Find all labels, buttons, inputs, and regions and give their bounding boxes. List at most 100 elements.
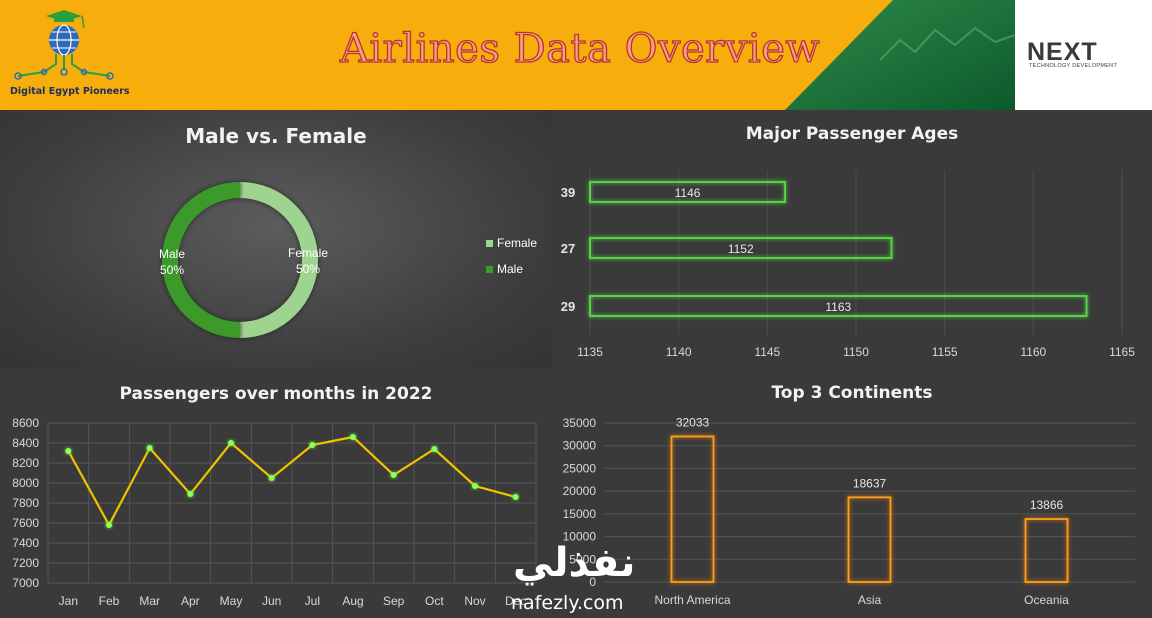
months-data-point: [431, 446, 438, 452]
months-data-point: [268, 475, 275, 481]
donut-label-male: Male: [159, 247, 185, 261]
continents-bar-value: 13866: [1030, 498, 1064, 512]
months-x-tick: Jan: [59, 594, 78, 608]
months-series-line: [67, 435, 516, 528]
gender-donut-chart: Female 50% Male 50% Female Male: [159, 182, 537, 338]
months-x-tick: Oct: [425, 594, 444, 608]
ages-x-tick: 1165: [1109, 345, 1135, 359]
donut-value-male: 50%: [160, 263, 184, 277]
continents-bar: [847, 496, 892, 583]
next-logo: NEXT TECHNOLOGY DEVELOPMENT: [1015, 0, 1152, 110]
watermark-latin: nafezly.com: [511, 592, 624, 614]
months-x-tick: Dec: [505, 594, 526, 608]
continents-chart-title: Top 3 Continents: [771, 383, 933, 403]
continents-y-tick: 0: [589, 575, 596, 589]
months-x-tick: Apr: [181, 594, 200, 608]
continents-bar: [1024, 518, 1069, 583]
next-logo-word: NEXT: [1027, 38, 1098, 66]
continents-y-tick: 5000: [569, 552, 596, 566]
legend-swatch-female: [486, 240, 493, 247]
continents-y-tick: 20000: [563, 484, 597, 498]
continents-y-tick: 10000: [563, 530, 597, 544]
months-data-point: [106, 522, 112, 528]
ages-x-tick: 1160: [1020, 345, 1046, 359]
months-x-tick: Jun: [262, 594, 281, 608]
months-data-point: [65, 448, 72, 454]
months-x-tick: Aug: [342, 594, 363, 608]
ages-category-label: 29: [561, 299, 575, 314]
months-data-point: [472, 483, 478, 489]
watermark: نفذلي nafezly.com: [503, 540, 653, 618]
continents-x-tick: Oceania: [1024, 593, 1069, 607]
next-logo-subtitle: TECHNOLOGY DEVELOPMENT: [1029, 63, 1118, 69]
gender-chart-title: Male vs. Female: [185, 124, 367, 148]
months-y-tick: 8000: [12, 476, 39, 490]
months-data-point: [350, 434, 356, 440]
continents-x-tick: North America: [654, 593, 730, 607]
continents-bar-value: 18637: [853, 476, 887, 490]
left-logo-text: Digital Egypt Pioneers: [10, 86, 130, 97]
months-x-tick: Mar: [139, 594, 160, 608]
ages-chart-panel: Major Passenger Ages 1135 1140 1145 1150 115…: [552, 110, 1152, 368]
legend-label-female: Female: [497, 236, 537, 250]
continents-bar: [670, 435, 715, 583]
continents-x-tick: Asia: [858, 593, 882, 607]
ages-category-label: 39: [561, 185, 575, 200]
continents-chart-panel: Top 3 Continents 0 5000 10000 15000 20000 250…: [552, 368, 1152, 618]
ages-x-tick: 1155: [932, 345, 958, 359]
months-y-tick: 8400: [12, 436, 39, 450]
legend-label-male: Male: [497, 262, 523, 276]
continents-y-tick: 15000: [563, 507, 597, 521]
ages-bar-value: 1146: [675, 186, 701, 200]
months-y-tick: 8200: [12, 456, 39, 470]
months-y-tick: 8600: [12, 416, 39, 430]
months-x-tick: Nov: [464, 594, 485, 608]
header-green-decoration: [785, 0, 1016, 110]
months-chart-panel: Passengers over months in 2022 7000 7200 7…: [0, 368, 552, 618]
months-x-tick: Feb: [99, 594, 120, 608]
months-data-point: [146, 445, 153, 451]
donut-label-female: Female: [288, 246, 328, 260]
months-y-tick: 7000: [12, 576, 39, 590]
gender-chart-panel: Male vs. Female Female 50% Male 50% Female Ma…: [0, 110, 552, 368]
months-x-tick: Jul: [305, 594, 320, 608]
months-y-tick: 7600: [12, 516, 39, 530]
months-data-point: [512, 494, 519, 500]
digital-egypt-pioneers-logo: [14, 10, 114, 80]
ages-x-tick: 1140: [666, 345, 692, 359]
months-y-tick: 7200: [12, 556, 39, 570]
ages-bar: [589, 295, 1088, 317]
ages-bar-chart: 1135 1140 1145 1150 1155 1160 1165 39 1146 27 1152…: [561, 170, 1135, 359]
watermark-arabic: نفذلي: [513, 540, 636, 586]
months-data-point: [228, 440, 234, 446]
header-banner: Digital Egypt Pioneers Airlines Data Ove…: [0, 0, 1152, 110]
continents-y-tick: 25000: [563, 461, 597, 475]
months-y-tick: 7400: [12, 536, 39, 550]
ages-category-label: 27: [561, 241, 575, 256]
months-x-tick: Sep: [383, 594, 405, 608]
ages-bar: [589, 181, 786, 203]
continents-y-tick: 35000: [563, 416, 597, 430]
donut-slice-female: [240, 182, 318, 338]
months-data-point: [390, 472, 397, 478]
months-y-tick: 7800: [12, 496, 39, 510]
months-data-point: [309, 442, 316, 448]
page-title: Airlines Data Overview: [339, 25, 821, 72]
donut-slice-male: [162, 182, 240, 338]
legend-swatch-male: [486, 266, 493, 273]
ages-x-tick: 1145: [754, 345, 780, 359]
ages-x-tick: 1135: [577, 345, 603, 359]
months-line-chart: 7000 7200 7400 7600 7800 8000 8200 8400 8600 Jan F…: [12, 416, 537, 608]
continents-bar-chart: 0 5000 10000 15000 20000 25000 30000 35000 32033…: [563, 415, 1135, 607]
ages-bar: [589, 237, 893, 259]
continents-y-tick: 30000: [563, 439, 597, 453]
donut-value-female: 50%: [296, 262, 320, 276]
ages-chart-title: Major Passenger Ages: [745, 124, 959, 144]
continents-bar-value: 32033: [676, 415, 710, 429]
ages-x-tick: 1150: [843, 345, 869, 359]
ages-bar-value: 1163: [825, 300, 851, 314]
ages-bar-value: 1152: [728, 242, 754, 256]
months-chart-title: Passengers over months in 2022: [119, 384, 433, 404]
months-x-tick: May: [220, 594, 243, 608]
months-data-point: [187, 491, 194, 497]
